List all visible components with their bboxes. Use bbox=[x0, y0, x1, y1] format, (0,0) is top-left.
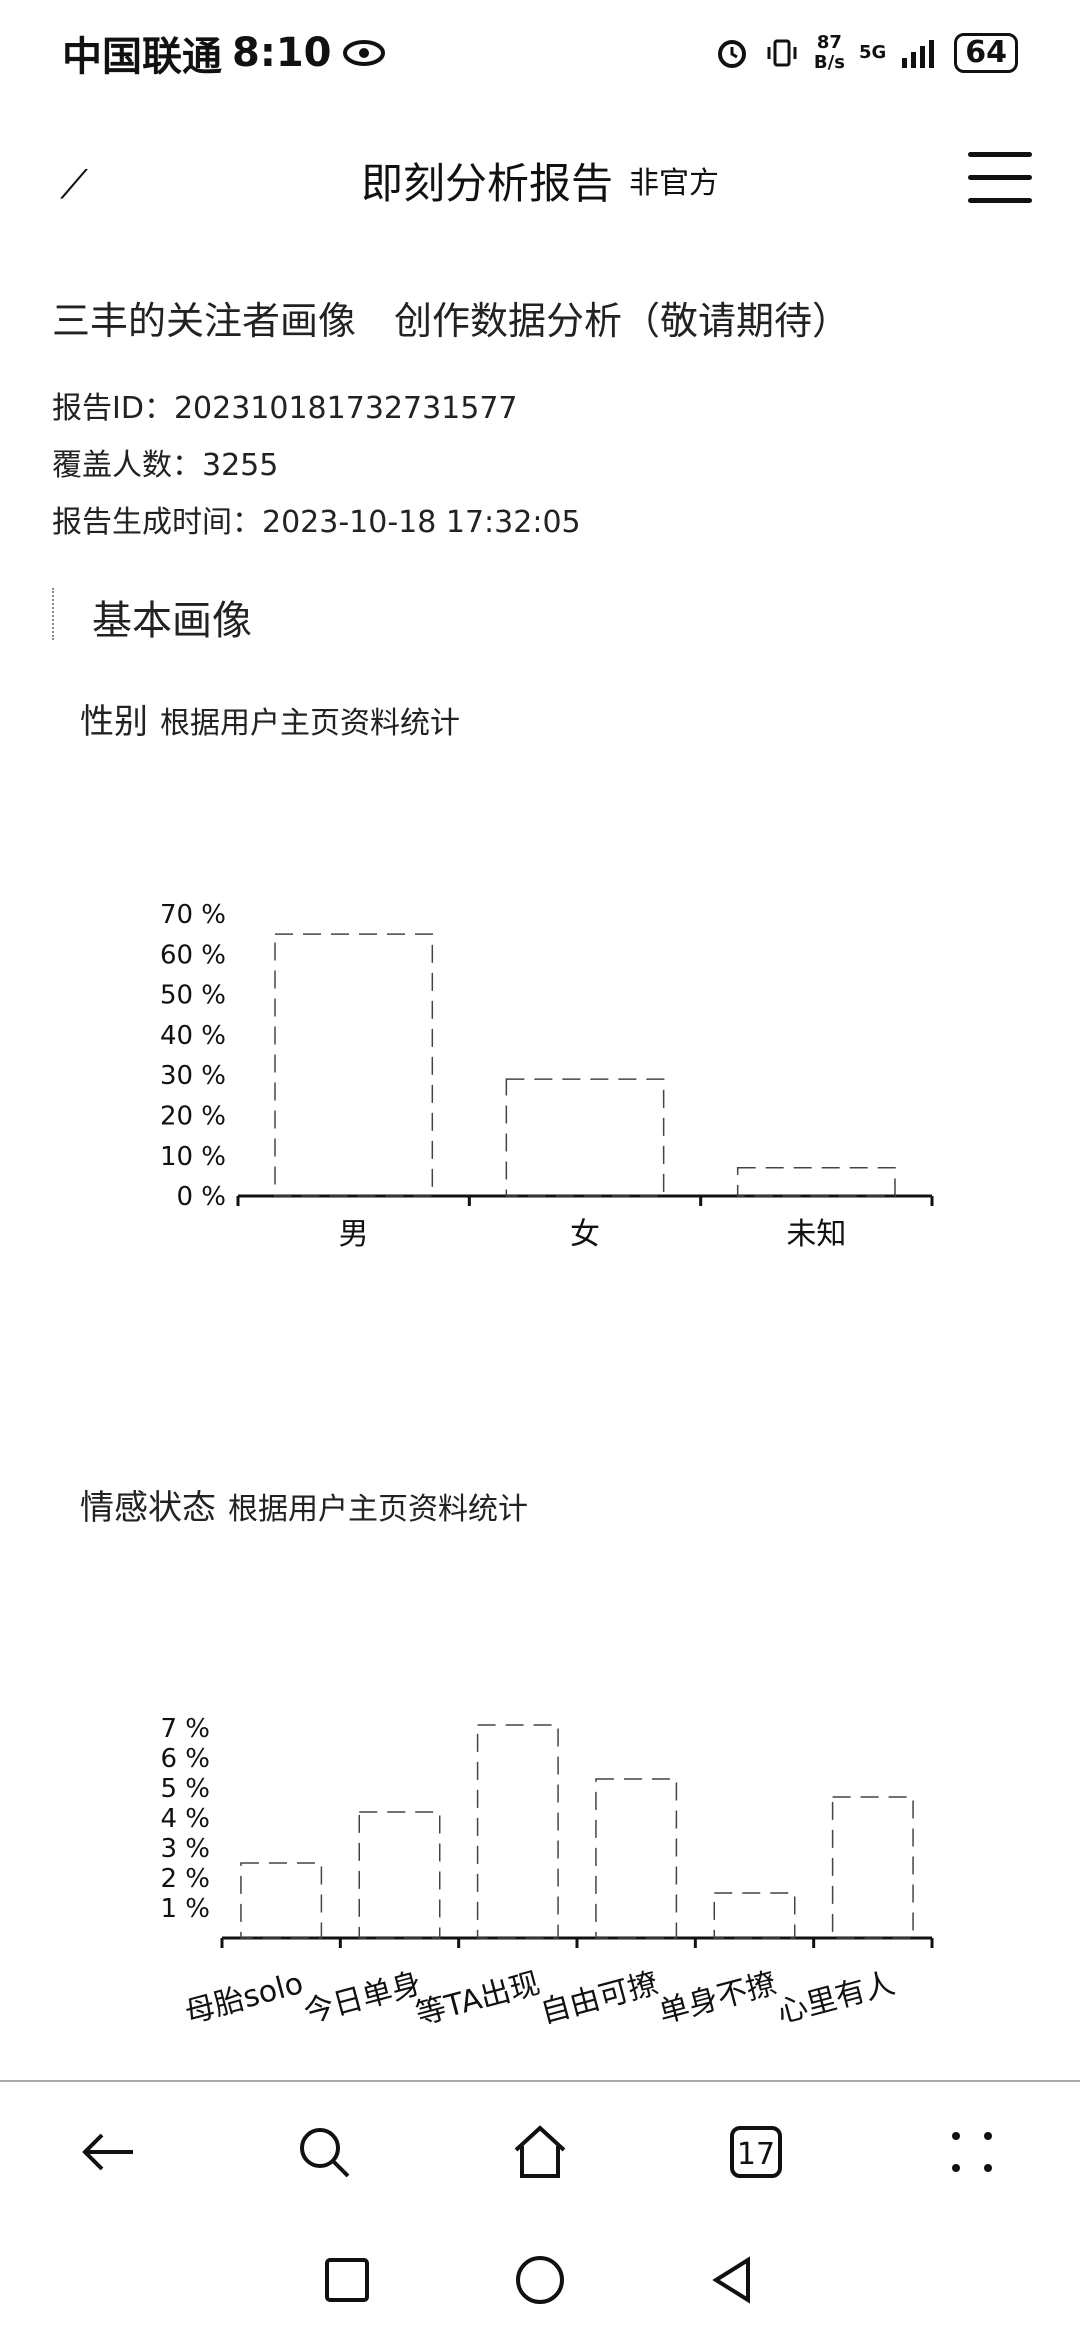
report-id-value: 202310181732731577 bbox=[173, 391, 518, 426]
status-bar: 中国联通 8:10 87 B/s 5G 64 bbox=[0, 0, 1080, 105]
home-button[interactable] bbox=[480, 2102, 600, 2202]
bar bbox=[240, 1862, 323, 1939]
tab-creation-data[interactable]: 创作数据分析（敬请期待） bbox=[394, 299, 851, 343]
home-icon bbox=[514, 2125, 566, 2178]
tab-bar: 三丰的关注者画像 创作数据分析（敬请期待） bbox=[52, 290, 850, 345]
emotion-chart-title: 情感状态 根据用户主页资料统计 bbox=[80, 1480, 528, 1529]
system-navbar bbox=[0, 2220, 1080, 2340]
svg-text:17: 17 bbox=[737, 2137, 775, 2172]
y-tick-label: 30 % bbox=[160, 1061, 226, 1091]
vibrate-icon bbox=[767, 39, 797, 66]
x-tick-label: 等TA出现 bbox=[412, 1966, 543, 2030]
y-tick-label: 50 % bbox=[160, 981, 226, 1011]
app-bar: ⟋ 即刻分析报告 非官方 bbox=[0, 120, 1080, 240]
emotion-chart: 1 %2 %3 %4 %5 %6 %7 % 母胎solo今日单身等TA出现自由可撩… bbox=[160, 1714, 934, 2030]
dots-grid-icon bbox=[952, 2132, 992, 2172]
page-subtitle: 非官方 bbox=[629, 166, 719, 201]
net-speed-unit: B/s bbox=[813, 51, 845, 73]
search-button[interactable] bbox=[264, 2102, 384, 2202]
x-tick-label: 未知 bbox=[786, 1217, 846, 1252]
gender-chart-title: 性别 根据用户主页资料统计 bbox=[80, 694, 460, 743]
bar bbox=[736, 1167, 896, 1197]
x-tick-label: 今日单身 bbox=[300, 1966, 425, 2030]
coverage-label: 覆盖人数： bbox=[52, 448, 202, 483]
eye-icon bbox=[342, 39, 385, 66]
section-title: 基本画像 bbox=[92, 598, 252, 644]
status-right: 87 B/s 5G 64 bbox=[714, 31, 1018, 73]
gender-chart: 0 % 10 % 20 % 30 % 40 % 50 % 60 % 70 % 男 女 未知 bbox=[160, 900, 934, 1252]
y-tick-label: 5 % bbox=[160, 1774, 210, 1804]
battery-indicator: 64 bbox=[954, 32, 1018, 73]
report-meta: 报告ID： 202310181732731577 覆盖人数： 3255 报告生成… bbox=[52, 380, 581, 551]
x-tick-label: 女 bbox=[570, 1217, 600, 1252]
tab-followers[interactable]: 三丰的关注者画像 bbox=[52, 299, 357, 343]
y-tick-label: 7 % bbox=[160, 1714, 210, 1744]
back-button[interactable] bbox=[48, 2102, 168, 2202]
gender-chart-title-text: 性别 bbox=[80, 702, 148, 742]
y-tick-label: 0 % bbox=[176, 1182, 226, 1212]
alarm-icon bbox=[717, 39, 746, 68]
emotion-chart-title-text: 情感状态 bbox=[80, 1488, 216, 1528]
recent-apps-icon[interactable] bbox=[322, 2255, 372, 2305]
x-tick-label: 男 bbox=[339, 1217, 369, 1252]
browser-navbar: 17 bbox=[0, 2082, 1080, 2222]
bar bbox=[713, 1892, 796, 1939]
status-left: 中国联通 8:10 bbox=[62, 24, 386, 82]
bar bbox=[476, 1724, 559, 1939]
x-tick-label: 母胎solo bbox=[181, 1966, 307, 2030]
carrier-label: 中国联通 bbox=[62, 33, 222, 80]
coverage-value: 3255 bbox=[202, 448, 279, 483]
x-tick-label: 心里有人 bbox=[774, 1966, 899, 2030]
bar bbox=[505, 1078, 665, 1197]
y-tick-label: 10 % bbox=[160, 1142, 226, 1172]
signal-icon bbox=[902, 39, 935, 68]
y-tick-label: 40 % bbox=[160, 1021, 226, 1051]
menu-icon[interactable] bbox=[968, 152, 1032, 206]
y-tick-label: 3 % bbox=[160, 1834, 210, 1864]
y-tick-label: 1 % bbox=[160, 1894, 210, 1924]
tabs-count-icon: 17 bbox=[730, 2126, 782, 2178]
bar bbox=[358, 1811, 441, 1939]
report-time-row: 报告生成时间： 2023-10-18 17:32:05 bbox=[52, 494, 581, 551]
y-tick-label: 4 % bbox=[160, 1804, 210, 1834]
back-icon[interactable]: ⟋ bbox=[60, 162, 88, 208]
coverage-row: 覆盖人数： 3255 bbox=[52, 437, 581, 494]
navbar-divider bbox=[0, 2080, 1080, 2082]
y-tick-label: 70 % bbox=[160, 900, 226, 930]
y-tick-label: 60 % bbox=[160, 940, 226, 970]
tabs-button[interactable]: 17 bbox=[696, 2102, 816, 2202]
emotion-chart-subtitle: 根据用户主页资料统计 bbox=[228, 1492, 528, 1527]
search-icon bbox=[300, 2128, 350, 2178]
bar bbox=[595, 1778, 678, 1939]
y-tick-label: 6 % bbox=[160, 1744, 210, 1774]
section-marker bbox=[52, 588, 64, 640]
y-tick-label: 20 % bbox=[160, 1102, 226, 1132]
more-button[interactable] bbox=[912, 2102, 1032, 2202]
arrow-left-icon bbox=[82, 2133, 133, 2171]
y-tick-label: 2 % bbox=[160, 1864, 210, 1894]
report-id-label: 报告ID： bbox=[52, 391, 174, 426]
clock: 8:10 bbox=[232, 29, 332, 76]
back-triangle-icon[interactable] bbox=[708, 2255, 758, 2305]
network-speed: 87 B/s bbox=[813, 31, 845, 73]
home-circle-icon[interactable] bbox=[512, 2252, 568, 2308]
report-time-value: 2023-10-18 17:32:05 bbox=[262, 505, 581, 540]
x-tick-label: 单身不撩 bbox=[655, 1966, 780, 2030]
gender-chart-subtitle: 根据用户主页资料统计 bbox=[160, 706, 460, 741]
page-title: 即刻分析报告 bbox=[360, 158, 613, 208]
report-time-label: 报告生成时间： bbox=[52, 505, 262, 540]
net-speed-value: 87 bbox=[816, 31, 842, 53]
bar bbox=[831, 1796, 914, 1939]
network-type: 5G bbox=[858, 42, 887, 63]
bar bbox=[274, 933, 434, 1197]
x-tick-label: 自由可撩 bbox=[537, 1966, 662, 2030]
report-id-row: 报告ID： 202310181732731577 bbox=[52, 380, 581, 437]
